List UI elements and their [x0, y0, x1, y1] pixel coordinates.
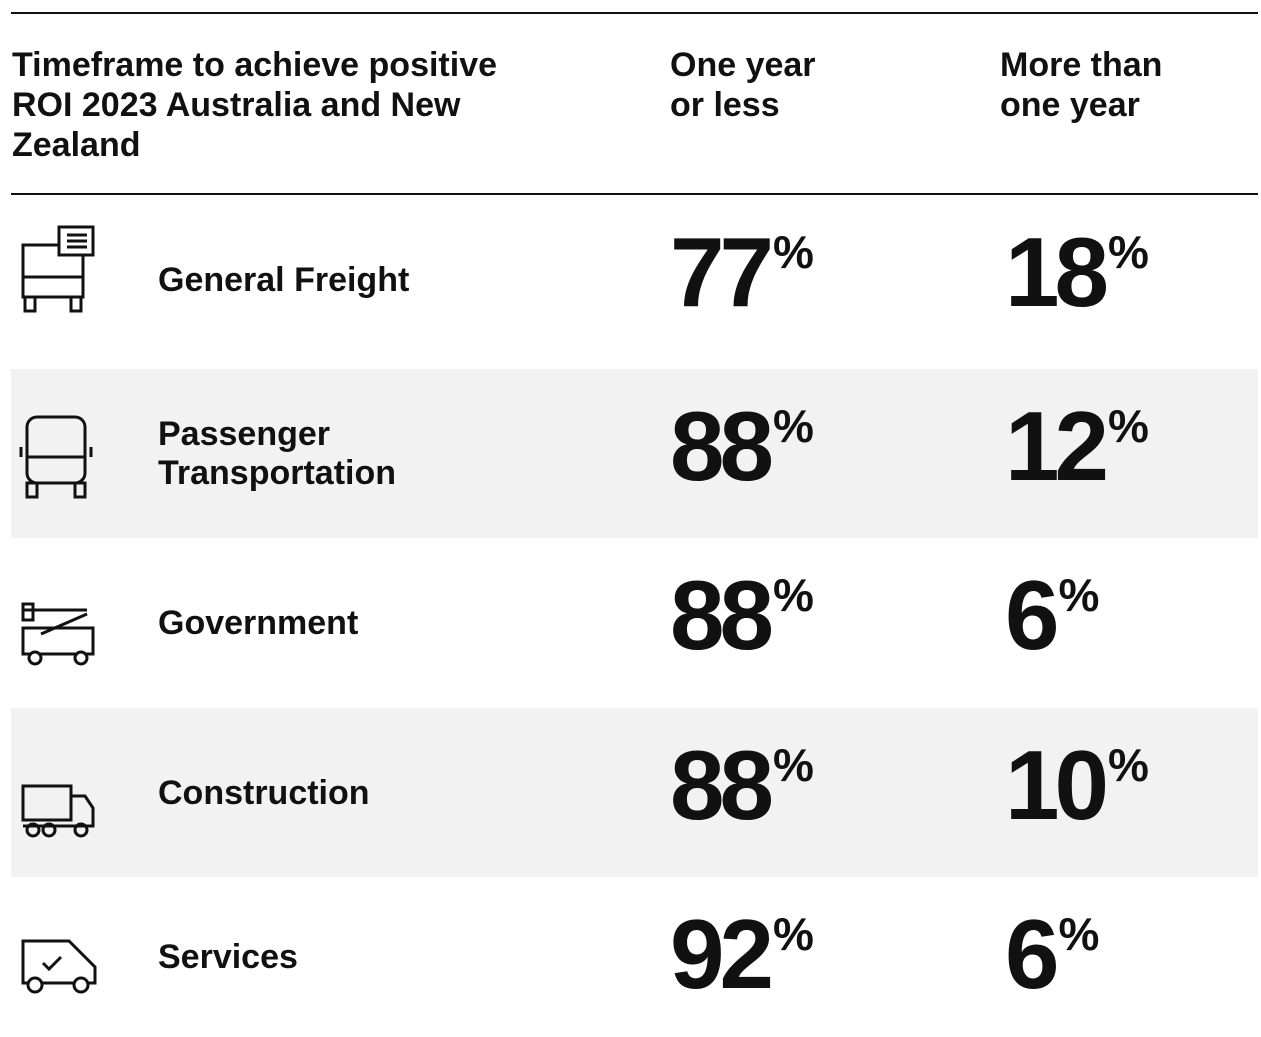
value-unit: % — [773, 400, 814, 452]
row-icon — [17, 413, 101, 510]
row-label: Passenger Transportation — [158, 415, 397, 492]
row-icon — [17, 598, 101, 695]
table-row: Services 92% 6% — [11, 877, 1258, 1037]
table-row: Passenger Transportation 88% 12% — [11, 369, 1258, 538]
top-rule — [11, 12, 1258, 14]
row-label: Construction — [158, 773, 370, 812]
value-cell: 6% — [1005, 905, 1099, 1003]
value-unit: % — [1058, 908, 1100, 960]
value-number: 88 — [670, 391, 774, 501]
value-number: 18 — [1005, 217, 1109, 327]
icon — [21, 784, 95, 838]
value-unit: % — [773, 226, 814, 278]
icon — [19, 415, 93, 499]
value-number: 88 — [670, 730, 774, 840]
value-unit: % — [1108, 226, 1149, 278]
value-number: 6 — [1005, 899, 1059, 1009]
value-cell: 18% — [1005, 223, 1149, 321]
icon — [21, 939, 97, 994]
value-cell: 12% — [1005, 397, 1149, 495]
value-number: 88 — [670, 560, 774, 670]
icon — [21, 225, 95, 313]
value-cell: 88% — [670, 566, 814, 664]
row-label: Services — [158, 937, 298, 976]
row-icon — [17, 778, 101, 875]
value-unit: % — [1108, 400, 1149, 452]
header-rule — [11, 193, 1258, 195]
header-title: Timeframe to achieve positive ROI 2023 A… — [12, 46, 498, 164]
value-unit: % — [773, 569, 814, 621]
value-cell: 77% — [670, 223, 814, 321]
table-row: Construction 88% 10% — [11, 708, 1258, 877]
row-icon — [17, 225, 101, 322]
value-cell: 88% — [670, 736, 814, 834]
row-label: Government — [158, 603, 359, 642]
value-number: 10 — [1005, 730, 1109, 840]
icon — [21, 602, 95, 666]
value-unit: % — [1108, 739, 1149, 791]
value-cell: 92% — [670, 905, 814, 1003]
value-number: 6 — [1005, 560, 1059, 670]
value-unit: % — [773, 739, 814, 791]
table-row: Government 88% 6% — [11, 538, 1258, 708]
value-unit: % — [1058, 569, 1100, 621]
column-header: One year or less — [670, 46, 816, 124]
value-cell: 88% — [670, 397, 814, 495]
value-unit: % — [773, 908, 814, 960]
table-row: General Freight 77% 18% — [11, 195, 1258, 369]
value-number: 12 — [1005, 391, 1109, 501]
row-label: General Freight — [158, 260, 410, 299]
value-cell: 10% — [1005, 736, 1149, 834]
value-cell: 6% — [1005, 566, 1099, 664]
row-icon — [17, 933, 101, 1030]
value-number: 77 — [670, 217, 774, 327]
value-number: 92 — [670, 899, 774, 1009]
column-header: More than one year — [1000, 46, 1163, 124]
